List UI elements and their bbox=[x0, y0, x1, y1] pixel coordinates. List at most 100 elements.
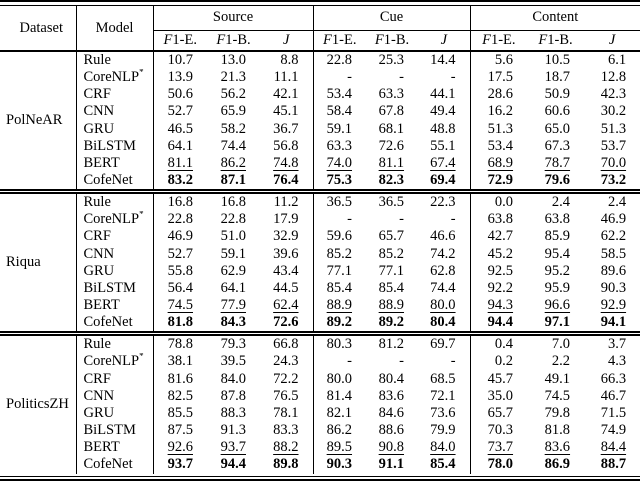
header-group-source: Source bbox=[152, 6, 314, 31]
value-cell: 85.2 bbox=[312, 245, 367, 263]
value-cell: 83.2 bbox=[152, 172, 207, 192]
value-cell: 11.2 bbox=[273, 194, 299, 211]
value-cell: 45.2 bbox=[469, 245, 528, 263]
table-row: CNN 82.5 87.8 76.5 81.4 83.6 72.1 35.0 74.5 46.7 bbox=[0, 387, 640, 405]
table-row: GRU 85.5 88.3 78.1 82.1 84.6 73.6 65.7 79.8 71.5 bbox=[0, 404, 640, 422]
value-cell: 2.4 bbox=[551, 194, 571, 211]
metric-rest: 1-E. bbox=[172, 31, 197, 48]
value-cell: 74.4 bbox=[430, 279, 456, 296]
table-row: CNN 52.7 65.9 45.1 58.4 67.8 49.4 16.2 60.6 30.2 bbox=[0, 103, 640, 121]
value-cell: 90.8 bbox=[378, 439, 405, 456]
metric-rest: 1-E. bbox=[331, 31, 357, 48]
value-cell: 45.1 bbox=[273, 103, 299, 120]
value-cell: 84.6 bbox=[378, 404, 405, 421]
value-cell: 49.4 bbox=[430, 103, 456, 120]
value-cell: 36.5 bbox=[312, 191, 367, 212]
model-cell: CofeNet bbox=[75, 456, 153, 474]
header-metric-source-j: J bbox=[260, 30, 313, 51]
value-cell: 65.0 bbox=[544, 120, 571, 137]
value-cell: 78.8 bbox=[152, 333, 207, 354]
table-row: BiLSTM 56.4 64.1 44.5 85.4 85.4 74.4 92.2 95.9 90… bbox=[0, 279, 640, 298]
value-cell: 65.9 bbox=[220, 103, 246, 120]
value-cell: 74.4 bbox=[220, 137, 246, 154]
value-cell: 62.4 bbox=[273, 297, 299, 314]
value-cell: 88.2 bbox=[273, 439, 299, 456]
value-cell: 49.1 bbox=[544, 370, 571, 387]
value-cell: 74.2 bbox=[430, 245, 456, 262]
value-cell: 64.1 bbox=[220, 279, 246, 296]
model-cell: Rule bbox=[75, 191, 153, 212]
value-cell: - bbox=[312, 353, 367, 371]
value-cell: 77.1 bbox=[312, 262, 367, 280]
value-cell: 46.9 bbox=[600, 211, 627, 228]
value-cell: 46.9 bbox=[152, 228, 207, 246]
value-cell: 44.1 bbox=[430, 86, 456, 103]
value-cell: 94.4 bbox=[220, 456, 246, 473]
value-cell: 25.3 bbox=[378, 52, 405, 68]
metric-italic: F bbox=[374, 31, 384, 48]
header-metric-cue-j: J bbox=[418, 30, 470, 51]
value-cell: 55.8 bbox=[152, 262, 207, 280]
value-cell: 18.7 bbox=[544, 69, 571, 86]
value-cell: 56.4 bbox=[152, 279, 207, 298]
model-cell: BiLSTM bbox=[75, 137, 153, 155]
value-cell: 17.9 bbox=[273, 211, 299, 228]
bottom-rule-thick bbox=[0, 478, 640, 481]
model-cell: BiLSTM bbox=[75, 422, 153, 440]
value-cell: 13.9 bbox=[152, 69, 207, 87]
value-cell: 68.9 bbox=[469, 154, 528, 173]
table-row: CNN 52.7 59.1 39.6 85.2 85.2 74.2 45.2 95.4 58.5 bbox=[0, 245, 640, 263]
value-cell: 93.7 bbox=[152, 456, 207, 474]
value-cell: 87.5 bbox=[152, 422, 207, 440]
model-superscript: * bbox=[139, 211, 144, 220]
value-cell: 82.1 bbox=[312, 404, 367, 422]
value-cell: 36.5 bbox=[378, 194, 405, 211]
table-row: CRF 81.6 84.0 72.2 80.0 80.4 68.5 45.7 49.1 66.3 bbox=[0, 370, 640, 388]
dataset-block-polnear: PolNeAR Rule 10.7 13.0 8.8 22.8 25.3 14.4 5.6 10.… bbox=[0, 51, 640, 192]
value-cell: 10.7 bbox=[152, 51, 207, 69]
value-cell: 74.9 bbox=[600, 422, 627, 439]
table-row: CoreNLP* 22.8 22.8 17.9- - -63.8 63.8 46.9 bbox=[0, 211, 640, 229]
value-cell: 81.1 bbox=[152, 154, 207, 173]
value-cell: 73.2 bbox=[600, 172, 627, 189]
value-cell: 8.8 bbox=[280, 52, 299, 68]
value-cell: 0.0 bbox=[469, 191, 528, 212]
value-cell: 72.9 bbox=[469, 172, 528, 192]
value-cell: 86.9 bbox=[544, 456, 571, 473]
table-row: PoliticsZH Rule 78.8 79.3 66.8 80.3 81.2 69.7 0.… bbox=[0, 333, 640, 412]
value-cell: 72.1 bbox=[430, 387, 456, 404]
value-cell: 94.1 bbox=[600, 314, 627, 331]
table-row: CRF 46.9 51.0 32.9 59.6 65.7 46.6 42.7 85.9 62.2 bbox=[0, 228, 640, 246]
value-cell: 62.9 bbox=[220, 262, 246, 279]
group-header-row: Dataset Model Source Cue Content bbox=[0, 6, 640, 51]
value-cell: 70.0 bbox=[600, 155, 627, 172]
value-cell: 38.1 bbox=[152, 353, 207, 371]
value-cell: 70.3 bbox=[469, 422, 528, 440]
value-cell: 86.2 bbox=[312, 422, 367, 440]
value-cell: 83.3 bbox=[273, 422, 299, 439]
value-cell: 2.2 bbox=[551, 353, 571, 370]
value-cell: 24.3 bbox=[273, 353, 299, 370]
metric-rest: 1-B. bbox=[383, 31, 410, 48]
value-cell: 6.1 bbox=[607, 52, 627, 68]
model-cell: CoreNLP* bbox=[75, 69, 153, 87]
value-cell: 92.9 bbox=[600, 297, 627, 314]
value-cell: 76.5 bbox=[273, 387, 299, 404]
model-cell: CNN bbox=[75, 387, 153, 405]
value-cell: 52.7 bbox=[152, 245, 207, 263]
value-cell: 79.8 bbox=[544, 404, 571, 421]
value-cell: - bbox=[312, 211, 367, 229]
value-cell: 43.4 bbox=[273, 262, 299, 279]
header-metric-content-j: J bbox=[584, 30, 640, 51]
value-cell: 30.2 bbox=[600, 103, 627, 120]
value-cell: 95.4 bbox=[544, 245, 571, 262]
value-cell: 84.0 bbox=[430, 439, 456, 456]
value-cell: 84.3 bbox=[220, 314, 246, 331]
metric-rest: 1-E. bbox=[490, 31, 516, 48]
value-cell: 5.6 bbox=[469, 51, 528, 69]
model-cell: GRU bbox=[75, 120, 153, 138]
value-cell: 22.8 bbox=[220, 211, 246, 228]
results-table: Dataset Model Source Cue Content F1-E. F… bbox=[0, 6, 640, 474]
model-cell: CoreNLP* bbox=[75, 353, 153, 371]
value-cell: 82.3 bbox=[378, 172, 405, 189]
